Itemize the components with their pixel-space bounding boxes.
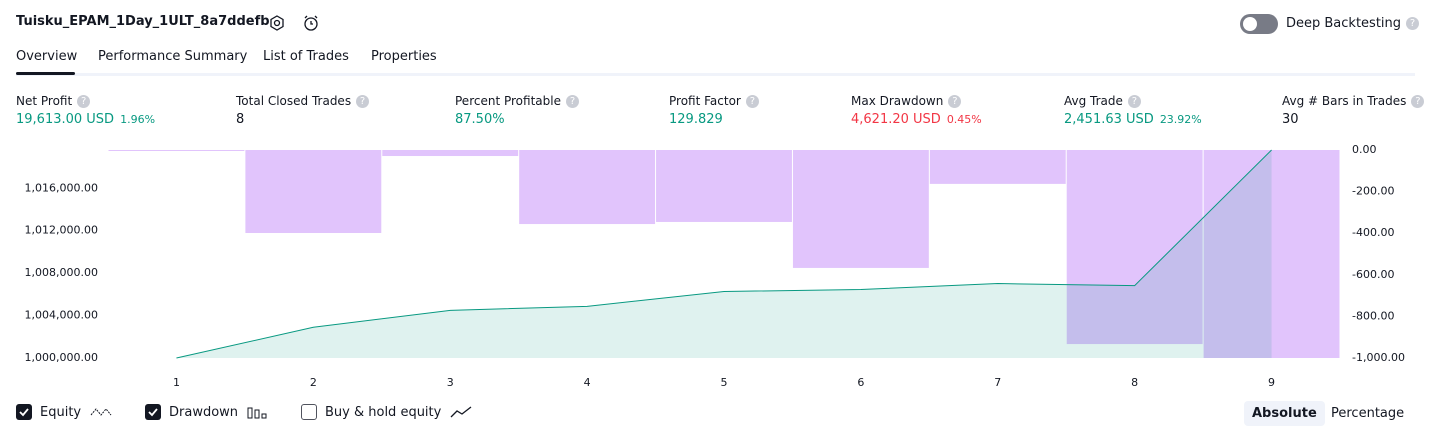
drawdown-bar (108, 150, 245, 151)
legend-label: Equity (40, 404, 82, 420)
metric-value-text: 4,621.20 USD (851, 112, 941, 127)
metric-value-text: 8 (236, 112, 245, 127)
metric-value: 2,451.63 USD 23.92% (1064, 112, 1202, 127)
chart: 1,000,000.00 1,004,000.00 1,008,000.00 1,01… (25, 143, 1405, 389)
info-icon[interactable]: ? (356, 95, 370, 108)
y-tick-label: 1,000,000.00 (25, 351, 98, 364)
legend-equity[interactable]: Equity (16, 404, 113, 420)
strategy-title: Tuisku_EPAM_1Day_1ULT_8a7ddefb (16, 14, 270, 29)
scale-button[interactable]: Absolute (1244, 401, 1325, 426)
y-tick-label: 1,004,000.00 (25, 309, 98, 322)
x-tick-label: 8 (1131, 376, 1138, 389)
drawdown-bar (382, 150, 519, 157)
drawdown-bar (792, 150, 929, 268)
y2-tick-label: -800.00 (1352, 309, 1394, 322)
y2-tick-label: 0.00 (1352, 143, 1377, 156)
info-icon[interactable]: ? (1127, 95, 1141, 108)
checkbox[interactable] (145, 404, 161, 420)
scale-button[interactable]: Percentage (1331, 406, 1405, 421)
drawdown-bar (656, 150, 792, 222)
metric-value-text: 2,451.63 USD (1064, 112, 1154, 127)
drawdown-bar (1203, 150, 1340, 358)
x-tick-label: 1 (173, 376, 180, 389)
x-tick-label: 6 (857, 376, 864, 389)
metric-label: Net Profit? (16, 94, 91, 108)
metric-value-text: 129.829 (669, 112, 723, 127)
metric-value: 4,621.20 USD 0.45% (851, 112, 982, 127)
checkbox[interactable] (16, 404, 32, 420)
tab-separator (16, 73, 1415, 76)
legend-label: Buy & hold equity (325, 404, 442, 420)
metric-label: Percent Profitable? (455, 94, 579, 108)
info-icon[interactable]: ? (565, 95, 579, 108)
metric-value-text: 19,613.00 USD (16, 112, 115, 127)
alert-icon[interactable] (302, 13, 320, 33)
drawdown-bar (929, 150, 1066, 184)
equity-line (176, 149, 1272, 359)
metric-label: Avg # Bars in Trades? (1282, 94, 1425, 108)
settings-icon[interactable] (268, 14, 286, 32)
metric-value: 30 (1282, 112, 1299, 127)
toggle[interactable] (1240, 14, 1278, 34)
y2-tick-label: -600.00 (1352, 268, 1394, 281)
drawdown-bar (519, 150, 656, 225)
metric-label: Max Drawdown? (851, 94, 962, 108)
tab[interactable]: List of Trades (263, 49, 349, 64)
y-tick-label: 1,016,000.00 (25, 181, 98, 194)
y2-tick-label: -1,000.00 (1352, 351, 1405, 364)
x-tick-label: 2 (310, 376, 317, 389)
metric-label: Total Closed Trades? (236, 94, 370, 108)
y-tick-label: 1,012,000.00 (25, 224, 98, 237)
x-tick-label: 7 (994, 376, 1001, 389)
x-tick-label: 5 (721, 376, 728, 389)
toggle-text: Deep Backtesting (1286, 16, 1402, 31)
metric-percent: 23.92% (1159, 113, 1202, 126)
toggle-label: Deep Backtesting? (1286, 16, 1420, 31)
legend-buy-hold[interactable]: Buy & hold equity (301, 404, 473, 420)
info-icon[interactable]: ? (77, 95, 91, 108)
metric-label: Profit Factor? (669, 94, 759, 108)
metric-label: Avg Trade? (1064, 94, 1141, 108)
tab[interactable]: Performance Summary (98, 49, 248, 64)
legend-label: Drawdown (169, 404, 239, 420)
y-tick-label: 1,008,000.00 (25, 266, 98, 279)
metric-value: 8 (236, 112, 244, 127)
checkbox[interactable] (301, 404, 317, 420)
metric-value-text: 30 (1282, 112, 1299, 127)
x-tick-label: 4 (584, 376, 591, 389)
tab[interactable]: Overview (16, 49, 78, 64)
metric-value-text: 87.50% (455, 112, 505, 127)
tab[interactable]: Properties (371, 49, 437, 64)
tab-underline (16, 72, 75, 75)
x-tick-label: 3 (447, 376, 454, 389)
drawdown-bar (1066, 150, 1203, 345)
drawdown-bar (245, 150, 382, 233)
info-icon[interactable]: ? (948, 95, 962, 108)
y2-tick-label: -400.00 (1352, 226, 1394, 239)
metric-value: 19,613.00 USD 1.96% (16, 112, 155, 127)
y2-tick-label: -200.00 (1352, 185, 1394, 198)
info-icon[interactable]: ? (1411, 95, 1425, 108)
x-tick-label: 9 (1268, 376, 1275, 389)
metric-percent: 0.45% (946, 113, 982, 126)
legend-drawdown[interactable]: Drawdown (145, 404, 268, 420)
metric-value: 129.829 (669, 112, 723, 127)
equity-area (176, 150, 1272, 358)
metric-percent: 1.96% (120, 113, 156, 126)
info-icon[interactable]: ? (745, 95, 759, 108)
metric-value: 87.50% (455, 112, 505, 127)
